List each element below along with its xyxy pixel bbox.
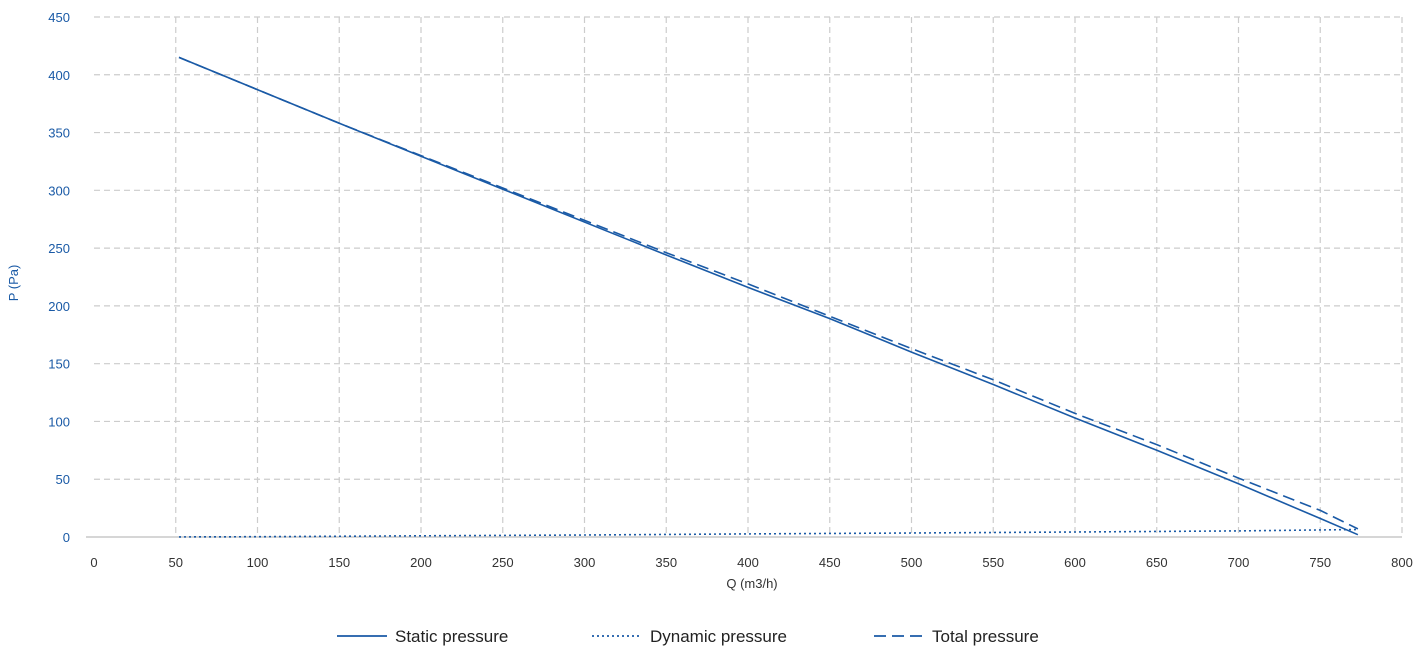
legend-label-static-pressure: Static pressure xyxy=(395,627,508,646)
series-layer xyxy=(178,56,1359,538)
x-tick-label: 350 xyxy=(655,555,677,570)
x-axis-title: Q (m3/h) xyxy=(726,576,777,591)
x-tick-label: 50 xyxy=(169,555,183,570)
static-pressure-line xyxy=(178,56,1359,536)
y-tick-labels: 0 50 100 150 200 250 300 350 400 450 xyxy=(48,10,70,545)
x-tick-label: 500 xyxy=(901,555,923,570)
grid xyxy=(94,16,1403,537)
y-tick-label: 250 xyxy=(48,241,70,256)
x-tick-labels: 0 50 100 150 200 250 300 350 400 450 500 550 600 650 7… xyxy=(90,555,1412,570)
y-tick-label: 0 xyxy=(63,530,70,545)
x-tick-label: 750 xyxy=(1309,555,1331,570)
legend-label-total-pressure: Total pressure xyxy=(932,627,1039,646)
x-tick-label: 450 xyxy=(819,555,841,570)
x-tick-label: 600 xyxy=(1064,555,1086,570)
x-tick-label: 650 xyxy=(1146,555,1168,570)
y-tick-label: 100 xyxy=(48,414,70,429)
x-tick-label: 200 xyxy=(410,555,432,570)
x-tick-label: 150 xyxy=(328,555,350,570)
total-pressure-line xyxy=(178,56,1359,530)
x-tick-label: 700 xyxy=(1228,555,1250,570)
y-axis-title: P (Pa) xyxy=(6,265,21,302)
y-tick-label: 400 xyxy=(48,68,70,83)
x-tick-label: 0 xyxy=(90,555,97,570)
x-tick-label: 800 xyxy=(1391,555,1413,570)
x-tick-label: 250 xyxy=(492,555,514,570)
y-tick-label: 350 xyxy=(48,126,70,141)
legend: Static pressure Dynamic pressure Total pre… xyxy=(337,627,1039,646)
y-tick-label: 150 xyxy=(48,357,70,372)
x-tick-label: 550 xyxy=(982,555,1004,570)
y-tick-label: 450 xyxy=(48,10,70,25)
y-tick-label: 300 xyxy=(48,183,70,198)
x-tick-label: 100 xyxy=(247,555,269,570)
x-tick-label: 300 xyxy=(574,555,596,570)
x-tick-label: 400 xyxy=(737,555,759,570)
y-tick-label: 200 xyxy=(48,299,70,314)
dynamic-pressure-line xyxy=(178,528,1358,538)
legend-label-dynamic-pressure: Dynamic pressure xyxy=(650,627,787,646)
y-tick-label: 50 xyxy=(56,472,70,487)
